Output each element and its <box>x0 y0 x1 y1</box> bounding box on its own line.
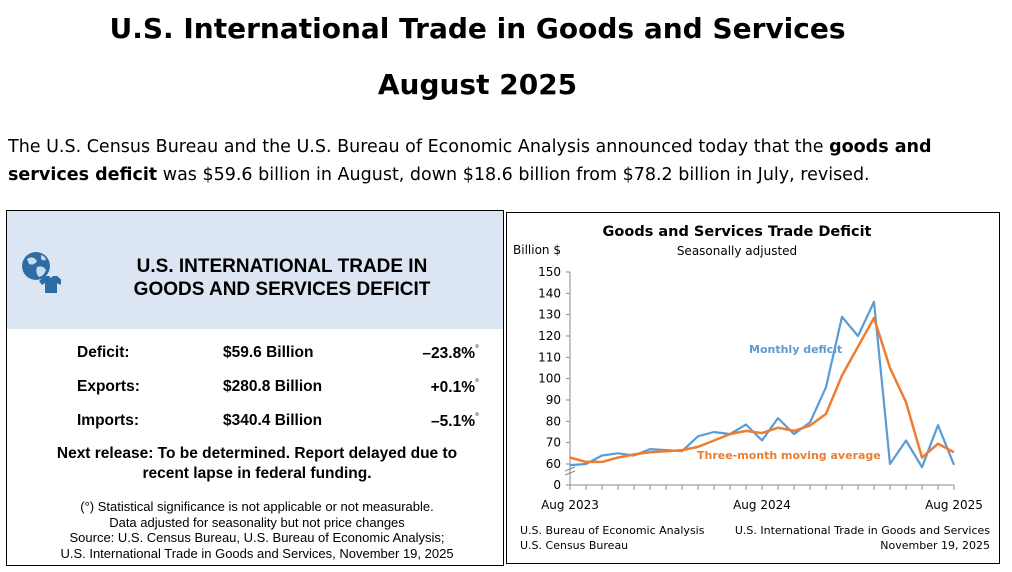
note-line-1: (°) Statistical significance is not appl… <box>80 499 434 514</box>
legend-monthly-deficit: Monthly deficit <box>749 343 842 356</box>
significance-mark: ° <box>475 378 479 389</box>
release-line-1: Next release: To be determined. Report d… <box>56 445 458 462</box>
source-left-2: U.S. Census Bureau <box>520 539 628 552</box>
y-axis-label: Billion $ <box>513 243 561 257</box>
next-release-notice: Next release: To be determined. Report d… <box>27 444 487 484</box>
footnotes: (°) Statistical significance is not appl… <box>27 499 487 561</box>
stat-change-value: +0.1% <box>430 379 475 397</box>
report-title: U.S. International Trade in Goods and Se… <box>109 12 846 45</box>
stat-label: Deficit: <box>77 344 130 361</box>
intro-text-2: was $59.6 billion in August, down $18.6 … <box>157 165 870 185</box>
y-tick-label: 80 <box>546 414 561 428</box>
stat-value: $59.6 Billion <box>223 344 314 361</box>
stat-change: –23.8%° <box>422 344 479 363</box>
y-tick-label: 110 <box>538 350 561 364</box>
y-tick-label: 70 <box>546 436 561 450</box>
y-tick-label: 90 <box>546 393 561 407</box>
source-right-1: U.S. International Trade in Goods and Se… <box>735 524 990 537</box>
intro-text-1: The U.S. Census Bureau and the U.S. Bure… <box>8 137 830 157</box>
note-line-4: U.S. International Trade in Goods and Se… <box>60 545 454 561</box>
report-period: August 2025 <box>377 68 578 101</box>
y-tick-label: 120 <box>538 329 561 343</box>
stat-label: Imports: <box>77 412 139 429</box>
stat-change-value: –23.8% <box>422 345 475 363</box>
y-tick-label: 100 <box>538 372 561 386</box>
trade-deficit-chart: Goods and Services Trade Deficit Seasona… <box>506 212 1000 564</box>
x-tick-label: Aug 2024 <box>733 498 791 512</box>
stat-row-deficit: Deficit: $59.6 Billion –23.8%° <box>7 344 503 368</box>
panel-header: U.S. INTERNATIONAL TRADE IN GOODS AND SE… <box>7 211 503 329</box>
deficit-summary-panel: U.S. INTERNATIONAL TRADE IN GOODS AND SE… <box>6 210 504 566</box>
chart-subtitle: Seasonally adjusted <box>677 244 797 258</box>
stat-row-imports: Imports: $340.4 Billion –5.1%° <box>7 412 503 436</box>
release-line-2: recent lapse in federal funding. <box>142 465 372 482</box>
panel-title-line-2: GOODS AND SERVICES DEFICIT <box>133 279 431 300</box>
stat-row-exports: Exports: $280.8 Billion +0.1%° <box>7 378 503 402</box>
moving-average-line <box>569 316 955 464</box>
intro-paragraph: The U.S. Census Bureau and the U.S. Bure… <box>8 133 998 189</box>
note-line-2: Data adjusted for seasonality but not pr… <box>109 514 405 530</box>
stat-change: –5.1%° <box>431 412 479 431</box>
source-right-2: November 19, 2025 <box>880 539 990 552</box>
significance-mark: ° <box>475 412 479 423</box>
y-tick-label: 130 <box>538 308 561 322</box>
intro-bold: goods and services deficit <box>8 137 932 185</box>
legend-moving-average: Three-month moving average <box>697 449 881 462</box>
chart-canvas: Goods and Services Trade Deficit Seasona… <box>513 224 990 552</box>
note-line-3: Source: U.S. Census Bureau, U.S. Bureau … <box>69 530 445 545</box>
significance-mark: ° <box>475 344 479 355</box>
stat-value: $280.8 Billion <box>223 378 323 395</box>
y-tick-label: 140 <box>538 286 561 300</box>
panel-title: U.S. INTERNATIONAL TRADE IN GOODS AND SE… <box>77 255 487 301</box>
stat-change-value: –5.1% <box>431 413 475 431</box>
axis-break-mark <box>564 466 576 472</box>
stat-label: Exports: <box>77 378 140 395</box>
y-tick-label: 150 <box>538 265 561 279</box>
panel-title-line-1: U.S. INTERNATIONAL TRADE IN <box>136 256 428 277</box>
axis-break-mark <box>564 470 576 476</box>
chart-title: Goods and Services Trade Deficit <box>603 224 872 240</box>
x-tick-label: Aug 2025 <box>925 498 983 512</box>
y-tick-label: 60 <box>546 457 561 471</box>
source-left-1: U.S. Bureau of Economic Analysis <box>520 524 705 537</box>
globe-shirt-icon <box>22 252 61 293</box>
stat-change: +0.1%° <box>431 378 479 397</box>
stat-value: $340.4 Billion <box>223 412 323 429</box>
x-tick-label: Aug 2023 <box>541 498 599 512</box>
y-tick-label: 0 <box>553 478 561 492</box>
